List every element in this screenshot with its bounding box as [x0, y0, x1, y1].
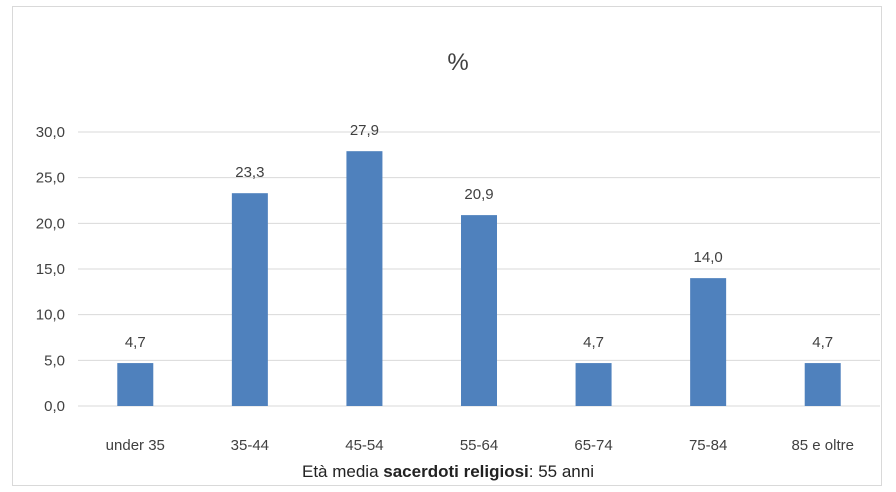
data-label: 4,7 — [583, 334, 604, 351]
data-label: 4,7 — [812, 334, 833, 351]
data-label: 27,9 — [350, 122, 379, 139]
bar — [575, 363, 612, 406]
bar — [231, 193, 268, 406]
y-tick-label: 20,0 — [36, 215, 65, 232]
x-axis-tick-labels: under 35 35-44 45-54 55-64 65-74 75-84 85 e ol… — [106, 437, 854, 454]
x-tick-label: 75-84 — [689, 437, 727, 454]
y-tick-label: 15,0 — [36, 261, 65, 278]
bar — [461, 215, 497, 406]
x-tick-label: 45-54 — [345, 437, 383, 454]
y-tick-label: 10,0 — [36, 307, 65, 324]
caption-suffix: : 55 anni — [528, 462, 594, 481]
y-tick-label: 30,0 — [36, 124, 65, 141]
chart-title: % — [447, 49, 468, 76]
x-tick-label: 65-74 — [574, 437, 612, 454]
chart-caption: Età media sacerdoti religiosi: 55 anni — [0, 462, 896, 482]
data-label: 23,3 — [235, 164, 264, 181]
x-tick-label: 35-44 — [231, 437, 269, 454]
data-label: 20,9 — [464, 186, 493, 203]
bar — [690, 278, 727, 406]
y-tick-label: 0,0 — [44, 398, 65, 415]
x-tick-label: under 35 — [106, 437, 165, 454]
y-axis-tick-labels: 0,0 5,0 10,0 15,0 20,0 25,0 30,0 — [36, 124, 65, 415]
caption-bold: sacerdoti religiosi — [383, 462, 529, 481]
caption-prefix: Età media — [302, 462, 384, 481]
data-label: 4,7 — [125, 334, 146, 351]
gridlines — [78, 131, 880, 407]
chart-frame — [12, 6, 882, 486]
x-tick-label: 55-64 — [460, 437, 498, 454]
bar — [117, 363, 154, 406]
bar — [804, 363, 841, 406]
y-tick-label: 5,0 — [44, 352, 65, 369]
bars — [117, 151, 841, 406]
bar — [346, 151, 383, 406]
x-tick-label: 85 e oltre — [791, 437, 854, 454]
data-label: 14,0 — [694, 249, 723, 266]
y-tick-label: 25,0 — [36, 170, 65, 187]
data-labels: 4,7 23,3 27,9 20,9 4,7 14,0 4,7 — [125, 122, 833, 351]
